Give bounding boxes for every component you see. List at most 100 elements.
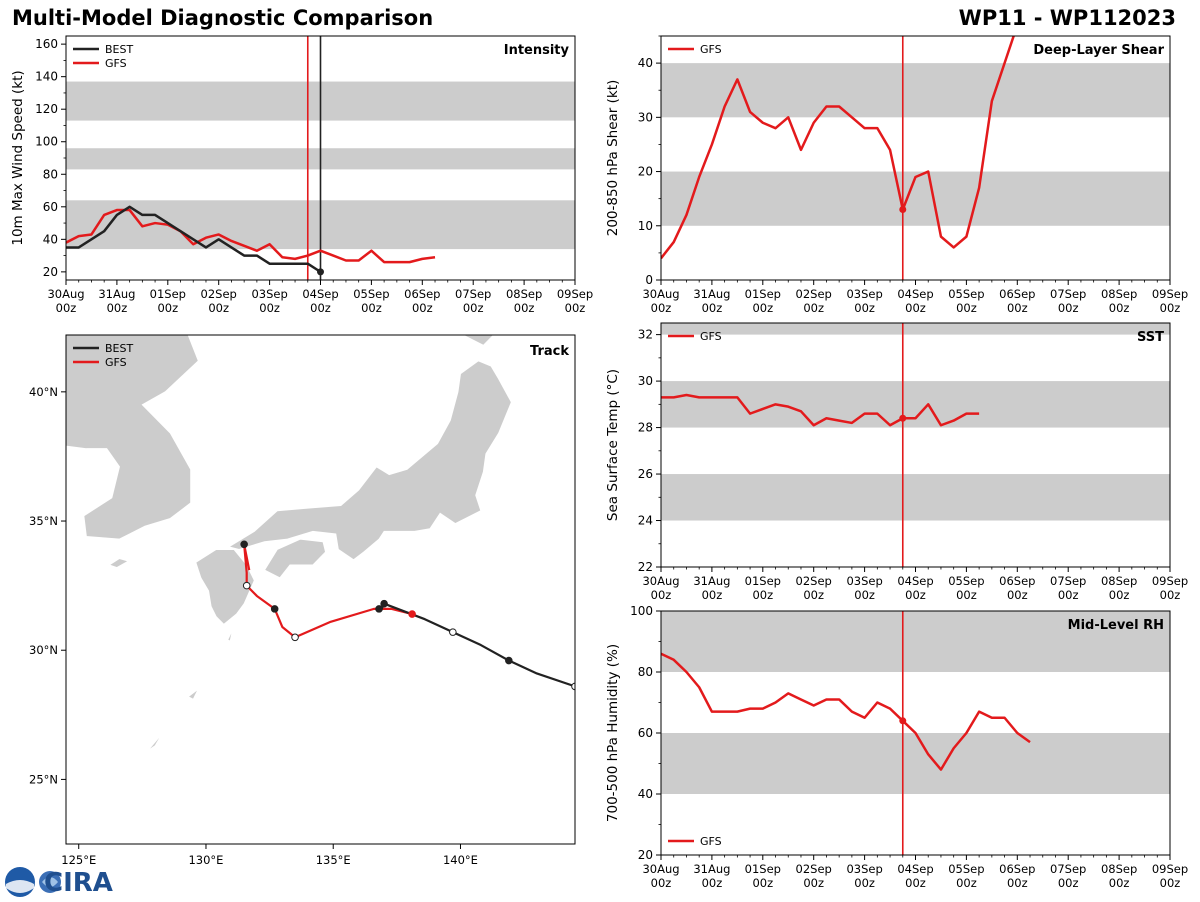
- rh-panel-title: Mid-Level RH: [1068, 618, 1164, 633]
- shear-xtick-label: 08Sep: [1101, 287, 1137, 301]
- sst-ytick-label: 32: [638, 328, 653, 342]
- track-xtick-label: 140°E: [443, 853, 478, 867]
- legend-label-gfs: GFS: [700, 330, 722, 343]
- intensity-xtick-sublabel: 00z: [259, 301, 280, 315]
- rh-xtick-label: 08Sep: [1101, 862, 1137, 876]
- intensity-xtick-label: 03Sep: [251, 287, 287, 301]
- shear-ytick-label: 0: [645, 273, 653, 287]
- track-marker-gfs: [291, 633, 299, 642]
- rh-xtick-label: 06Sep: [999, 862, 1035, 876]
- intensity-xtick-sublabel: 00z: [56, 301, 77, 315]
- rh-plot-area: [661, 611, 1170, 855]
- rh-ytick-label: 40: [638, 787, 653, 801]
- land-shikoku: [263, 538, 327, 579]
- shear-band-0: [661, 171, 1170, 226]
- intensity-chart: 2040608010012014016030Aug00z31Aug00z01Se…: [10, 35, 593, 315]
- track-map: 125°E 130°E 135°E 140°E 25°N 30°N 35°N 40°N Trac…: [29, 334, 576, 867]
- rh-gfs-marker: [899, 717, 907, 725]
- shear-xtick-sublabel: 00z: [651, 301, 672, 315]
- track-ytick-label: 35°N: [29, 514, 58, 528]
- sst-xtick-sublabel: 00z: [905, 588, 926, 602]
- sst-xtick-label: 08Sep: [1101, 574, 1137, 588]
- intensity-xtick-label: 09Sep: [557, 287, 593, 301]
- rh-xtick-label: 31Aug: [693, 862, 730, 876]
- rh-ytick-label: 80: [638, 665, 653, 679]
- sst-series-gfs: [661, 393, 980, 427]
- intensity-ytick-label: 160: [35, 37, 58, 51]
- track-xtick-label: 130°E: [188, 853, 223, 867]
- sst-ylabel: Sea Surface Temp (°C): [605, 369, 621, 521]
- intensity-ytick-label: 120: [35, 102, 58, 116]
- intensity-series-gfs: [66, 208, 436, 264]
- shear-ytick-label: 40: [638, 56, 653, 70]
- shear-ytick-label: 30: [638, 110, 653, 124]
- intensity-xtick-label: 02Sep: [201, 287, 237, 301]
- shear-xtick-label: 01Sep: [745, 287, 781, 301]
- intensity-xtick-label: 07Sep: [455, 287, 491, 301]
- sst-ytick-label: 22: [638, 560, 653, 574]
- rh-xtick-label: 01Sep: [745, 862, 781, 876]
- rh-xtick-sublabel: 00z: [905, 876, 926, 890]
- rh-ytick-label: 100: [630, 604, 653, 618]
- track-marker-gfs: [270, 605, 279, 613]
- sst-ytick-label: 30: [638, 374, 653, 388]
- track-marker-best: [505, 656, 513, 665]
- intensity-panel-title: Intensity: [504, 43, 570, 58]
- legend-label-gfs: GFS: [105, 356, 127, 369]
- rh-xtick-sublabel: 00z: [1109, 876, 1130, 890]
- shear-xtick-sublabel: 00z: [956, 301, 977, 315]
- track-marker-gfs: [240, 540, 248, 549]
- intensity-ytick-label: 40: [43, 232, 58, 246]
- sst-xtick-label: 01Sep: [745, 574, 781, 588]
- track-frame: [65, 334, 576, 845]
- shear-ylabel: 200-850 hPa Shear (kt): [605, 80, 621, 237]
- shear-gfs-marker: [899, 206, 907, 214]
- shear-xtick-label: 02Sep: [796, 287, 832, 301]
- sst-xtick-sublabel: 00z: [752, 588, 773, 602]
- land-honshu: [227, 360, 512, 561]
- rh-ytick-label: 60: [638, 726, 653, 740]
- shear-xtick-sublabel: 00z: [854, 301, 875, 315]
- rh-xtick-label: 04Sep: [897, 862, 933, 876]
- land-kyushu: [195, 548, 255, 626]
- shear-xtick-label: 06Sep: [999, 287, 1035, 301]
- track-plot-area: [66, 335, 575, 752]
- sst-chart: 22242628303230Aug00z31Aug00z01Sep00z02Se…: [605, 322, 1188, 602]
- cira-logo: CIRA: [4, 866, 114, 898]
- shear-ytick-label: 10: [638, 219, 653, 233]
- intensity-xtick-label: 30Aug: [47, 287, 84, 301]
- sst-xtick-label: 03Sep: [846, 574, 882, 588]
- intensity-xtick-label: 01Sep: [150, 287, 186, 301]
- rh-xtick-sublabel: 00z: [854, 876, 875, 890]
- track-marker-gfs: [242, 581, 251, 590]
- sst-xtick-label: 09Sep: [1152, 574, 1188, 588]
- land-hokkaido: [462, 335, 495, 346]
- rh-xtick-sublabel: 00z: [1160, 876, 1181, 890]
- land-amami: [187, 688, 199, 700]
- intensity-ytick-label: 100: [35, 135, 58, 149]
- intensity-xtick-sublabel: 00z: [565, 301, 586, 315]
- intensity-series-best: [66, 205, 322, 273]
- cira-logo-text: CIRA: [44, 868, 113, 898]
- shear-xtick-sublabel: 00z: [1058, 301, 1079, 315]
- shear-xtick-label: 05Sep: [948, 287, 984, 301]
- sst-xtick-label: 30Aug: [642, 574, 679, 588]
- shear-xtick-label: 03Sep: [846, 287, 882, 301]
- legend-label-gfs: GFS: [700, 43, 722, 56]
- rh-xtick-sublabel: 00z: [803, 876, 824, 890]
- intensity-xtick-sublabel: 00z: [514, 301, 535, 315]
- intensity-xtick-label: 06Sep: [404, 287, 440, 301]
- rh-xtick-label: 02Sep: [796, 862, 832, 876]
- sst-xtick-label: 07Sep: [1050, 574, 1086, 588]
- intensity-xtick-sublabel: 00z: [463, 301, 484, 315]
- rh-xtick-sublabel: 00z: [1007, 876, 1028, 890]
- track-line-gfs: [243, 543, 413, 639]
- shear-xtick-sublabel: 00z: [752, 301, 773, 315]
- sst-xtick-sublabel: 00z: [1109, 588, 1130, 602]
- intensity-xtick-label: 31Aug: [98, 287, 135, 301]
- land-tanegashima: [226, 629, 234, 642]
- sst-plot-area: [661, 323, 1170, 567]
- sst-band-2: [661, 323, 1170, 335]
- rh-xtick-sublabel: 00z: [752, 876, 773, 890]
- track-marker-best: [375, 605, 383, 613]
